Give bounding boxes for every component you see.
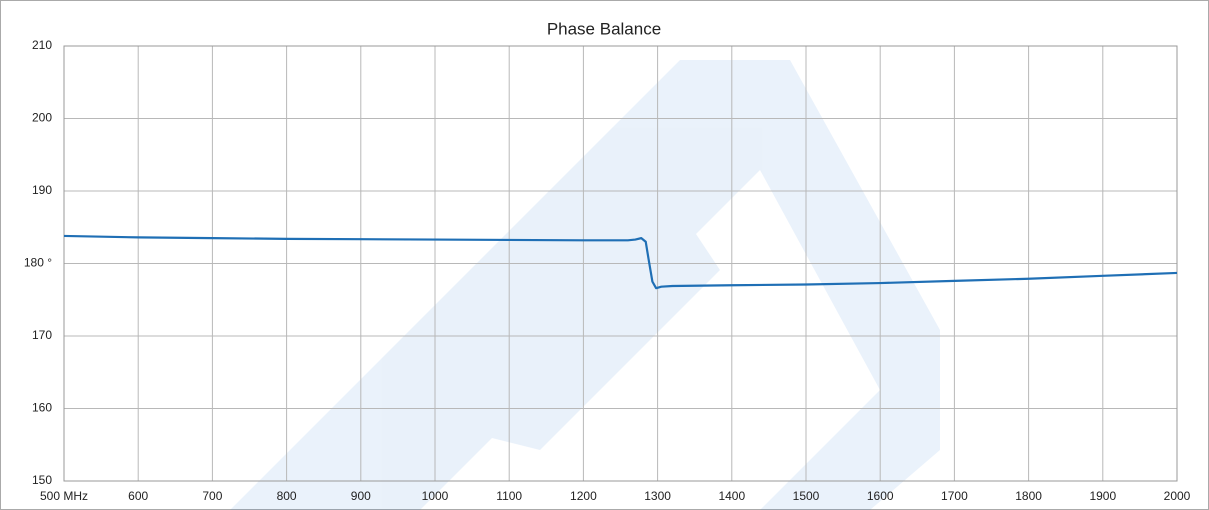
x-tick-label: 1700 bbox=[941, 489, 968, 503]
y-tick-label: 210 bbox=[32, 38, 52, 52]
x-tick-label: 1000 bbox=[422, 489, 449, 503]
chart-title: Phase Balance bbox=[547, 19, 661, 38]
x-tick-label: 1500 bbox=[793, 489, 820, 503]
y-tick-label: 200 bbox=[32, 111, 52, 125]
x-tick-label: 600 bbox=[128, 489, 148, 503]
line bbox=[63, 234, 1178, 290]
x-tick-label: 500 MHz bbox=[40, 489, 88, 503]
x-tick-label: 1100 bbox=[496, 489, 522, 503]
x-tick-label: 2000 bbox=[1164, 489, 1191, 503]
y-tick-label: 160 bbox=[32, 401, 52, 415]
y-tick-label: 180 ° bbox=[24, 256, 52, 270]
x-tick-label: 1400 bbox=[718, 489, 745, 503]
x-tick-label: 1300 bbox=[644, 489, 671, 503]
x-tick-label: 1900 bbox=[1089, 489, 1116, 503]
x-tick-label: 1200 bbox=[570, 489, 597, 503]
y-tick-label: 170 bbox=[32, 328, 52, 342]
x-tick-label: 1800 bbox=[1015, 489, 1042, 503]
y-tick-label: 150 bbox=[32, 473, 52, 487]
plot-border bbox=[63, 45, 1178, 482]
x-tick-label: 1600 bbox=[867, 489, 894, 503]
x-tick-label: 700 bbox=[202, 489, 222, 503]
y-tick-label: 190 bbox=[32, 183, 52, 197]
x-tick-label: 900 bbox=[351, 489, 371, 503]
watermark bbox=[230, 60, 940, 510]
x-tick-label: 800 bbox=[277, 489, 297, 503]
